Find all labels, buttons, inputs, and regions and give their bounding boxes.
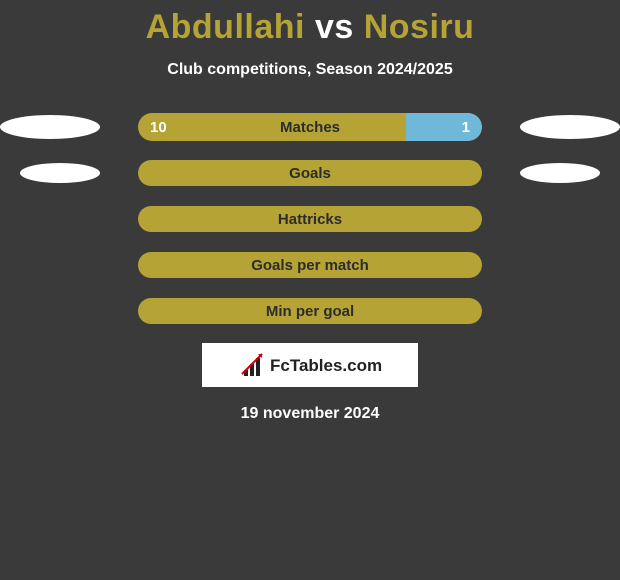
- comparison-rows: 10 Matches 1 Goals Hattricks Goals per match M…: [0, 113, 620, 325]
- stat-bar: Goals per match: [138, 252, 482, 278]
- player1-name: Abdullahi: [146, 8, 305, 46]
- player2-segment: [406, 113, 482, 141]
- stat-bar: Min per goal: [138, 298, 482, 324]
- subtitle: Club competitions, Season 2024/2025: [0, 61, 620, 79]
- stat-bar: 10 Matches 1: [138, 113, 482, 141]
- branding-box: FcTables.com: [202, 343, 418, 387]
- page-title: Abdullahi vs Nosiru: [0, 8, 620, 47]
- stat-bar: Hattricks: [138, 206, 482, 232]
- player2-value: 1: [462, 119, 470, 136]
- stat-label: Matches: [280, 119, 340, 136]
- stat-label: Min per goal: [266, 303, 354, 320]
- stat-bar: Goals: [138, 160, 482, 186]
- comparison-infographic: Abdullahi vs Nosiru Club competitions, S…: [0, 0, 620, 423]
- player1-value-ellipse: [0, 115, 100, 139]
- footer-date: 19 november 2024: [0, 405, 620, 423]
- stat-label: Goals per match: [251, 257, 369, 274]
- player1-value-ellipse: [20, 163, 100, 183]
- stat-label: Goals: [289, 165, 331, 182]
- logo-text: FcTables.com: [270, 356, 382, 375]
- stat-row: Hattricks: [0, 205, 620, 233]
- stat-row: 10 Matches 1: [0, 113, 620, 141]
- stat-label: Hattricks: [278, 211, 342, 228]
- vs-text: vs: [315, 8, 354, 46]
- player2-name: Nosiru: [364, 8, 475, 46]
- stat-row: Goals per match: [0, 251, 620, 279]
- player1-value: 10: [150, 119, 167, 136]
- fctables-logo-icon: FcTables.com: [220, 350, 400, 380]
- player2-value-ellipse: [520, 115, 620, 139]
- stat-row: Min per goal: [0, 297, 620, 325]
- stat-row: Goals: [0, 159, 620, 187]
- player2-value-ellipse: [520, 163, 600, 183]
